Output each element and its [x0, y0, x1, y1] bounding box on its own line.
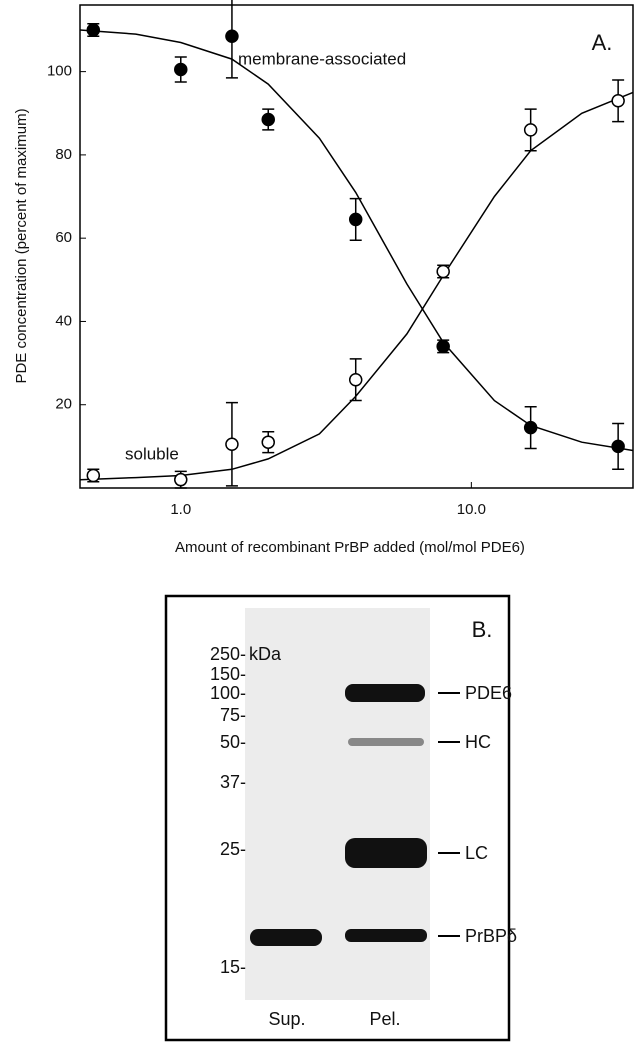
kda-label: kDa [249, 644, 282, 664]
band-label: PrBPδ [465, 926, 517, 946]
band-label: HC [465, 732, 491, 752]
band-label: PDE6 [465, 683, 512, 703]
band-label: LC [465, 843, 488, 863]
x-axis-label: Amount of recombinant PrBP added (mol/mo… [175, 539, 525, 556]
panel-label: B. [472, 617, 493, 642]
marker-label: 250- [210, 644, 246, 664]
data-point [348, 372, 363, 387]
marker-label: 150- [210, 664, 246, 684]
fit-curve [79, 91, 634, 481]
panel-label: A. [592, 30, 613, 55]
annotation: membrane-associated [238, 49, 406, 68]
marker-label: 37- [220, 772, 246, 792]
y-tick-label: 100 [47, 63, 72, 80]
data-point [261, 435, 275, 449]
data-point [174, 62, 188, 77]
lane-label: Sup. [268, 1009, 305, 1029]
data-point [523, 123, 538, 137]
band [348, 738, 424, 746]
data-point [436, 264, 450, 279]
data-point [261, 112, 275, 127]
band [345, 929, 427, 942]
y-tick-label: 80 [55, 146, 72, 163]
band [345, 838, 427, 868]
data-point [225, 437, 239, 452]
y-axis-label: PDE concentration (percent of maximum) [13, 108, 30, 383]
marker-label: 75- [220, 705, 246, 725]
data-point [86, 23, 101, 37]
y-tick-label: 40 [55, 312, 72, 329]
band [250, 929, 322, 946]
marker-label: 15- [220, 957, 246, 977]
x-tick-label: 1.0 [170, 501, 191, 518]
data-point [436, 339, 450, 354]
data-point [86, 468, 101, 483]
x-tick-label: 10.0 [457, 501, 486, 518]
annotation: soluble [125, 444, 179, 463]
marker-label: 25- [220, 839, 246, 859]
data-point [523, 420, 538, 435]
lane-label: Pel. [369, 1009, 400, 1029]
data-point [348, 212, 363, 227]
plot-frame [79, 4, 634, 489]
marker-label: 50- [220, 732, 246, 752]
data-point [611, 94, 625, 108]
y-tick-label: 60 [55, 229, 72, 246]
data-point [174, 472, 188, 487]
marker-label: 100- [210, 683, 246, 703]
band [345, 684, 425, 702]
y-tick-label: 20 [55, 396, 72, 413]
data-point [225, 29, 239, 43]
data-point [611, 439, 625, 454]
